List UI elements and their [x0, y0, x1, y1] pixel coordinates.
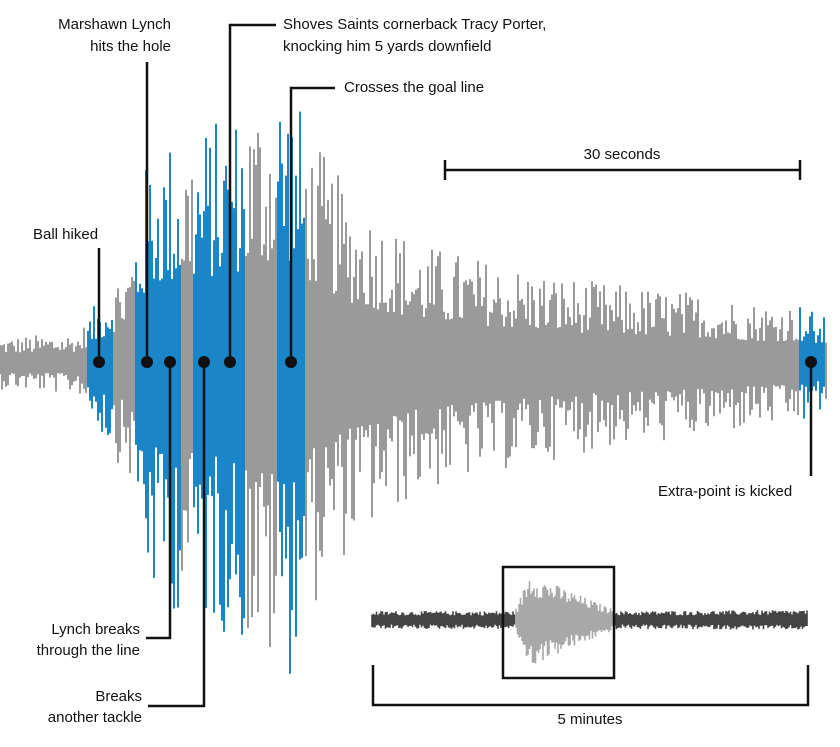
event-dot — [198, 356, 210, 368]
waveform — [0, 111, 827, 674]
inset-wave-dark — [371, 610, 808, 630]
event-dot — [141, 356, 153, 368]
inset-wave-quake — [515, 581, 613, 664]
annotation: Breaks — [95, 688, 142, 705]
annotation: Marshawn Lynch — [58, 16, 171, 33]
scale-bar — [443, 160, 802, 180]
event-dot — [224, 356, 236, 368]
annotation: Extra-point is kicked — [658, 483, 792, 500]
annotation: Lynch breaks — [51, 621, 140, 638]
annotation: knocking him 5 yards downfield — [283, 38, 491, 55]
event-dot — [93, 356, 105, 368]
waveform-gray — [0, 132, 827, 647]
inset-waveform — [371, 581, 808, 664]
event-dot — [805, 356, 817, 368]
leader-line — [146, 362, 172, 640]
leader-line — [228, 23, 276, 362]
event-dots — [93, 356, 817, 368]
scale-label: 30 seconds — [584, 146, 661, 163]
annotation: Crosses the goal line — [344, 79, 484, 96]
annotation: Shoves Saints cornerback Tracy Porter, — [283, 16, 546, 33]
annotation: Ball hiked — [33, 226, 98, 243]
scale-bar — [371, 665, 810, 707]
annotation: hits the hole — [90, 38, 171, 55]
zoom-box — [501, 565, 616, 680]
event-dot — [164, 356, 176, 368]
annotation: through the line — [37, 642, 140, 659]
scale-label: 5 minutes — [557, 711, 622, 728]
event-dot — [285, 356, 297, 368]
leader-line — [289, 86, 335, 362]
leader-line — [148, 362, 206, 708]
annotation: another tackle — [48, 709, 142, 726]
